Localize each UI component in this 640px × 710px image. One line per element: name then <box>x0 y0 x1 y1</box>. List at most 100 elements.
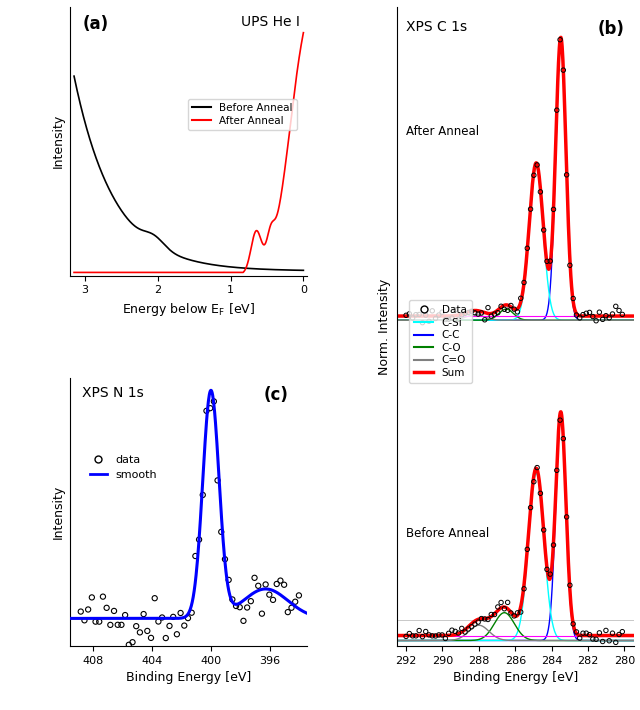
Point <box>414 625 424 636</box>
Point <box>591 633 601 645</box>
Point <box>591 315 601 327</box>
Point <box>516 606 526 618</box>
Point <box>617 309 627 320</box>
Point <box>153 616 163 627</box>
Point <box>493 601 503 613</box>
Point <box>417 317 428 328</box>
Point <box>164 621 175 632</box>
Point <box>183 613 193 624</box>
Point <box>476 307 486 319</box>
Point <box>463 307 474 318</box>
Point <box>595 627 605 638</box>
Point <box>431 630 441 642</box>
Point <box>519 583 529 594</box>
Point <box>220 554 230 565</box>
Point <box>604 635 614 647</box>
Point <box>467 305 477 317</box>
Point <box>552 464 562 476</box>
Point <box>411 309 421 320</box>
Point <box>496 597 506 608</box>
Point <box>223 574 234 586</box>
Point <box>242 602 252 613</box>
Point <box>102 602 112 613</box>
Point <box>473 616 483 628</box>
Point <box>460 626 470 638</box>
Point <box>190 550 200 562</box>
Point <box>212 475 223 486</box>
Point <box>294 590 304 601</box>
Point <box>450 626 460 637</box>
Point <box>401 630 411 642</box>
Point <box>146 632 156 643</box>
Legend: data, smooth: data, smooth <box>85 450 161 485</box>
Point <box>94 616 104 628</box>
Point <box>496 300 506 312</box>
Point <box>564 260 575 271</box>
Point <box>499 603 509 614</box>
Legend: Before Anneal, After Anneal: Before Anneal, After Anneal <box>188 99 297 130</box>
Point <box>535 488 545 499</box>
Point <box>607 628 618 639</box>
Point <box>427 305 437 317</box>
Point <box>427 630 437 642</box>
Point <box>460 307 470 319</box>
Point <box>525 204 536 215</box>
Point <box>231 600 241 611</box>
Point <box>513 306 523 317</box>
Point <box>408 630 418 642</box>
Point <box>98 591 108 602</box>
Point <box>601 310 611 322</box>
Point <box>604 312 614 324</box>
Point <box>542 564 552 575</box>
Text: UPS He I: UPS He I <box>241 15 300 29</box>
Point <box>76 606 86 617</box>
Point <box>581 628 591 639</box>
Point <box>424 316 434 327</box>
Point <box>127 637 138 648</box>
Point <box>509 611 519 622</box>
Point <box>420 310 431 321</box>
Point <box>404 308 415 320</box>
Point <box>424 629 434 640</box>
Point <box>555 34 565 45</box>
Point <box>479 314 490 325</box>
Point <box>404 628 415 639</box>
Point <box>437 307 447 318</box>
Point <box>186 607 196 618</box>
Point <box>238 615 248 626</box>
Point <box>142 626 152 637</box>
Point <box>588 311 598 322</box>
Point <box>194 534 204 545</box>
Point <box>264 589 275 601</box>
Point <box>490 308 500 320</box>
Point <box>532 159 542 170</box>
Point <box>486 608 497 620</box>
Point <box>463 623 474 635</box>
Point <box>447 625 457 636</box>
Point <box>444 628 454 639</box>
Text: XPS N 1s: XPS N 1s <box>82 386 144 400</box>
Point <box>250 572 260 584</box>
Point <box>558 65 568 76</box>
Text: (c): (c) <box>263 386 288 404</box>
Point <box>209 395 219 407</box>
Point <box>568 618 579 630</box>
Point <box>502 596 513 608</box>
Point <box>532 462 542 474</box>
Point <box>179 620 189 631</box>
Point <box>105 619 115 630</box>
Point <box>235 601 245 613</box>
Point <box>450 304 460 315</box>
Point <box>584 307 595 318</box>
Point <box>516 293 526 304</box>
X-axis label: Binding Energy [eV]: Binding Energy [eV] <box>126 672 252 684</box>
X-axis label: Energy below $\mathrm{E_F}$ [eV]: Energy below $\mathrm{E_F}$ [eV] <box>122 301 255 318</box>
Point <box>401 310 411 321</box>
Point <box>522 243 532 254</box>
Point <box>575 633 585 644</box>
Point <box>268 594 278 606</box>
Point <box>506 607 516 618</box>
Point <box>205 403 215 414</box>
Point <box>499 304 509 315</box>
Point <box>172 628 182 640</box>
